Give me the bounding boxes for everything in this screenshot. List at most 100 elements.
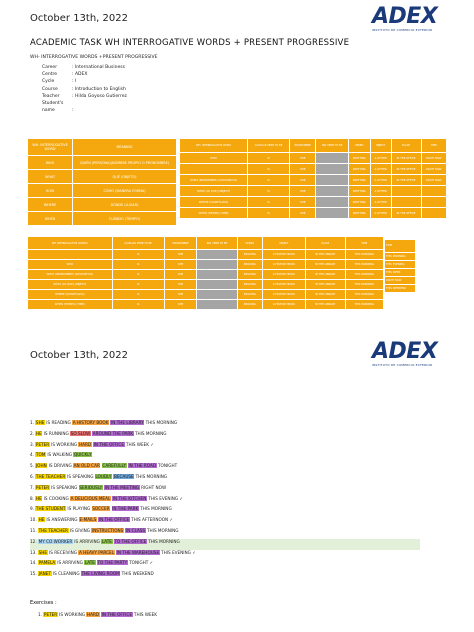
table-row: WHEN (tiempo) (time) IS SHE WRITTING A LETTE… bbox=[178, 207, 448, 219]
table-cell: SHE bbox=[163, 269, 198, 280]
plain-text: IS SPEAKING bbox=[49, 484, 79, 490]
table-cell bbox=[315, 185, 349, 197]
info-value: : Hilda Goyoso Gutierrez bbox=[72, 93, 127, 99]
table-header-cell: ING VERB TO BE bbox=[315, 138, 349, 153]
table-header-row: WH- INTERROGATIVE WORD MEANING bbox=[27, 138, 177, 156]
plain-text: IS WALKING bbox=[45, 452, 74, 458]
table-row: WHAT (lo que) (object) IS SHE WRITTING A LET… bbox=[178, 185, 448, 197]
info-value: : Introduction to English bbox=[72, 86, 126, 92]
table-cell: IS bbox=[247, 196, 291, 208]
table-cell: SHE bbox=[163, 279, 198, 290]
plain-text: IS WORKING bbox=[57, 612, 87, 617]
table-cell: RIGHT NOW bbox=[420, 174, 448, 186]
highlighted-word: HE bbox=[38, 517, 45, 523]
table-cell: WHAT (pronombre) (sustantivo) bbox=[178, 174, 249, 186]
plain-text: THIS MORNING bbox=[138, 506, 172, 512]
info-line: Cycle: I bbox=[42, 78, 127, 85]
table-cell: SHE bbox=[289, 152, 317, 164]
table-cell: WRITTING bbox=[347, 163, 371, 175]
table-header-cell: WH- INTERROGATIVE WORD bbox=[178, 138, 249, 153]
table-cell: THIS MORNING bbox=[344, 289, 385, 300]
table-row: WHAT (pronombre) (sustantivo) IS SHE WRITTI… bbox=[178, 174, 448, 186]
table-row: WHAT QUÉ (OBJETO) bbox=[27, 169, 177, 184]
table-cell: CÓMO (MANERA FORMA) bbox=[72, 183, 177, 198]
table-cell: IS bbox=[247, 207, 291, 219]
table-cell: HOW bbox=[27, 183, 73, 198]
table-cell: A LETTER bbox=[369, 152, 392, 164]
table-cell bbox=[196, 259, 238, 270]
plain-text: 11. bbox=[30, 527, 38, 533]
sentence-line: 7. PETER IS SPEAKING SERIOUSLY IN THE ME… bbox=[30, 484, 420, 496]
table-cell: WHAT (lo que) (object) bbox=[178, 185, 249, 197]
table-cell: READING bbox=[236, 289, 264, 300]
sentence-line: 1. SHE IS READING A HISTORY BOOK IN THE … bbox=[30, 420, 420, 431]
table-cell: IS bbox=[111, 299, 165, 310]
sentence-line: 3. PETER IS WORKING HARD IN THE OFFICE T… bbox=[30, 441, 420, 453]
plain-text: IS ARRIVING bbox=[55, 560, 85, 566]
highlighted-word: TO THE PARTY bbox=[96, 560, 128, 566]
table-cell: WHERE (significado) bbox=[178, 196, 249, 208]
highlighted-word: INSTRUCTIONS bbox=[91, 527, 124, 533]
table-cell: A HISTORY BOOK bbox=[262, 259, 306, 270]
info-key: Centre bbox=[42, 72, 58, 78]
highlighted-word: TOM bbox=[35, 452, 46, 458]
plain-text: THIS MORNING bbox=[145, 527, 179, 533]
highlighted-word: PETER bbox=[43, 612, 58, 617]
sentence-line: 15. JANET IS CLEANING THE LIVING ROOM TH… bbox=[30, 571, 420, 582]
table-cell: WRITTING bbox=[347, 174, 371, 186]
table-cell bbox=[390, 185, 422, 197]
plain-text: 9. bbox=[30, 506, 36, 512]
table-cell: WHAT bbox=[27, 169, 73, 184]
highlighted-word: PETER bbox=[35, 484, 50, 490]
adex-logo-page2: ADEX INSTITUTO DE COMERCIO EXTERIOR bbox=[372, 341, 438, 368]
highlighted-word: TO THE OFFICE bbox=[113, 538, 147, 544]
highlighted-word: SHE bbox=[38, 549, 48, 555]
sentence-list: 1. SHE IS READING A HISTORY BOOK IN THE … bbox=[30, 420, 420, 582]
highlighted-word: PAMELA bbox=[38, 560, 56, 566]
table-cell: IN THE LIBRARY bbox=[304, 269, 346, 280]
sentence-line: 14. PAMELA IS ARRIVING LATE TO THE PARTY… bbox=[30, 560, 420, 571]
highlighted-word: CAREFULLY bbox=[101, 463, 127, 469]
highlighted-word: IN THE OFFICE bbox=[101, 612, 133, 617]
table-cell bbox=[315, 174, 349, 186]
info-value: : ADEX bbox=[72, 72, 88, 78]
sentence-line: 11. THE TEACHER IS GIVING INSTRUCTIONS I… bbox=[30, 527, 420, 539]
plain-text: THIS WEEK bbox=[132, 612, 158, 617]
sentence-line: 6. THE TEACHER IS SPEAKING LOUDLY BECAUS… bbox=[30, 473, 420, 485]
highlighted-word: HARD bbox=[78, 441, 92, 447]
table-cell bbox=[196, 249, 238, 260]
highlighted-word: E-MAILS bbox=[78, 517, 97, 523]
plain-text: IS ARRIVING bbox=[72, 538, 102, 544]
table-cell: WHERE bbox=[27, 197, 73, 212]
table-cell: WHAT (lo que) (object) bbox=[27, 279, 113, 290]
table-cell: IN THE LIBRARY bbox=[304, 249, 346, 260]
table-cell: WHO bbox=[178, 152, 249, 164]
highlighted-word: IN THE PARK bbox=[111, 506, 139, 512]
table-header-cell: MEANING bbox=[72, 138, 177, 156]
logo-subtitle: INSTITUTO DE COMERCIO EXTERIOR bbox=[372, 28, 433, 32]
plain-text: 8. bbox=[30, 495, 36, 501]
table-cell: WRITTING bbox=[347, 185, 371, 197]
plain-text: THIS MORNING bbox=[134, 473, 168, 479]
highlighted-word: A HISTORY BOOK bbox=[72, 420, 110, 425]
info-key: Course bbox=[42, 86, 58, 92]
highlighted-word: THE TEACHER bbox=[35, 473, 66, 479]
plain-text: 10. bbox=[30, 517, 38, 523]
time-side-column: TIME THIS MORNING THIS EVENING THIS WEEK RIG… bbox=[385, 240, 415, 292]
date-page1: October 13th, 2022 bbox=[30, 13, 128, 24]
table-row: WHERE (significado) IS SHE WRITTING A LETTER bbox=[178, 196, 448, 208]
table-header-cell: ING VERB TO BE bbox=[196, 236, 238, 250]
exercise-list: 1. PETER IS WORKING HARD IN THE OFFICE T… bbox=[38, 612, 157, 617]
table-cell: IS bbox=[111, 269, 165, 280]
plain-text: IS ANSWERING bbox=[44, 517, 79, 523]
plain-text: RIGHT NOW bbox=[139, 484, 167, 490]
plain-text: IS RUNNING bbox=[42, 430, 71, 436]
table-cell bbox=[196, 269, 238, 280]
sentence-line: 12. MY CO WORKER IS ARRIVING LATE TO THE… bbox=[30, 538, 420, 550]
adex-logo-page1: ADEX INSTITUTO DE COMERCIO EXTERIOR bbox=[372, 6, 438, 33]
table-cell: WRITTING bbox=[347, 207, 371, 219]
plain-text: TONIGHT ✓ bbox=[127, 560, 154, 566]
table-cell: A HISTORY BOOK bbox=[262, 289, 306, 300]
table-header-cell: AUXILIAR VERB TO BE bbox=[111, 236, 165, 250]
table-cell: WHEN (tiempo) (time) bbox=[27, 299, 113, 310]
